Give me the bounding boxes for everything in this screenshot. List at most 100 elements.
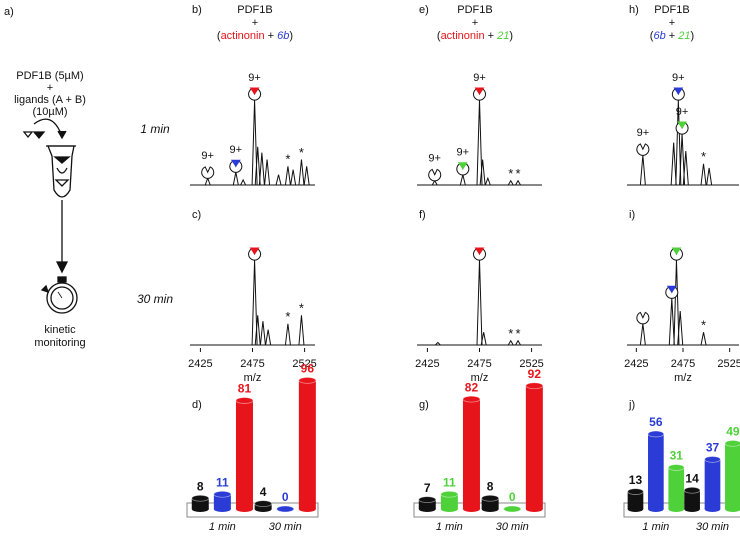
asterisk: * bbox=[285, 309, 290, 324]
bar-top bbox=[276, 505, 295, 513]
ligand-text: actinonin bbox=[221, 30, 265, 42]
bar bbox=[725, 443, 740, 509]
x-tick-label: 2525 bbox=[519, 358, 543, 370]
value-label: 0 bbox=[282, 490, 289, 504]
ligand-text: 21 bbox=[496, 30, 509, 42]
peak bbox=[484, 176, 491, 186]
peak bbox=[240, 178, 247, 186]
value-label: 81 bbox=[238, 382, 252, 396]
value-label: 82 bbox=[465, 380, 479, 394]
bar-top bbox=[298, 376, 317, 384]
ligand-pair: (6b + 21) bbox=[650, 30, 694, 42]
peak bbox=[265, 329, 272, 346]
ligand-marker bbox=[671, 247, 682, 255]
caption: monitoring bbox=[34, 337, 85, 349]
bar bbox=[481, 498, 499, 509]
peak bbox=[639, 323, 646, 346]
ligand-text: ( bbox=[217, 30, 221, 42]
bar bbox=[648, 433, 664, 509]
binding-icon bbox=[428, 168, 442, 182]
bar-bottom bbox=[525, 506, 543, 512]
x-tick-label: 2475 bbox=[240, 358, 264, 370]
ligand-text: actinonin bbox=[441, 30, 485, 42]
binding-icon bbox=[201, 166, 215, 179]
asterisk: * bbox=[508, 326, 513, 341]
asterisk: * bbox=[516, 166, 521, 181]
ligand-marker bbox=[457, 162, 468, 170]
panel-label: e) bbox=[419, 4, 429, 16]
panel-label: h) bbox=[629, 4, 639, 16]
ligand-pair: (actinonin + 21) bbox=[437, 30, 513, 42]
group-label: 30 min bbox=[269, 521, 302, 533]
peak bbox=[303, 166, 310, 186]
bar-top bbox=[683, 486, 701, 494]
charge-label: 9+ bbox=[248, 72, 261, 84]
charge-label: 9+ bbox=[672, 72, 685, 84]
value-label: 14 bbox=[685, 471, 699, 485]
ligand-marker bbox=[249, 247, 260, 255]
peak bbox=[259, 321, 266, 346]
peak bbox=[284, 166, 291, 186]
bar-bottom bbox=[213, 506, 231, 512]
bar-top bbox=[724, 439, 740, 447]
panel-label: a) bbox=[4, 6, 14, 18]
peak bbox=[682, 150, 689, 186]
peak bbox=[284, 323, 291, 346]
bar bbox=[462, 399, 480, 509]
peak bbox=[298, 315, 305, 346]
charge-label: 9+ bbox=[637, 127, 650, 139]
group-label: 30 min bbox=[696, 521, 729, 533]
bar-top bbox=[525, 382, 544, 390]
charge-label: 9+ bbox=[473, 72, 486, 84]
caption: kinetic bbox=[44, 324, 76, 336]
charge-label: 9+ bbox=[457, 147, 470, 159]
bar bbox=[191, 498, 209, 509]
ligand-marker bbox=[666, 285, 677, 294]
bar-top bbox=[418, 496, 437, 504]
peak bbox=[298, 159, 305, 186]
peak bbox=[479, 159, 486, 186]
bar-bottom bbox=[235, 506, 253, 512]
column-plus: + bbox=[472, 17, 478, 29]
asterisk: * bbox=[285, 152, 290, 167]
ligand-marker bbox=[474, 87, 485, 95]
panel-a-text: (10µM) bbox=[32, 106, 67, 118]
binding-icon bbox=[636, 143, 650, 156]
bar-bottom bbox=[704, 506, 721, 512]
value-label: 13 bbox=[629, 473, 643, 487]
bar bbox=[440, 494, 458, 509]
bar-top bbox=[235, 397, 254, 404]
panel-label: j) bbox=[628, 399, 635, 411]
x-tick-label: 2525 bbox=[717, 358, 740, 370]
panel-a-text: PDF1B (5µM) bbox=[16, 70, 83, 82]
bar-top bbox=[503, 505, 522, 513]
peak bbox=[706, 167, 713, 186]
group-label: 30 min bbox=[496, 521, 529, 533]
bar-top bbox=[704, 456, 721, 463]
ligand-marker bbox=[230, 159, 241, 168]
bar bbox=[298, 380, 316, 509]
group-label: 1 min bbox=[436, 521, 463, 533]
bar-bottom bbox=[191, 506, 209, 512]
bar-top bbox=[213, 490, 232, 498]
value-label: 8 bbox=[197, 479, 204, 493]
peak bbox=[254, 146, 261, 186]
peak bbox=[700, 332, 707, 346]
column-title: PDF1B bbox=[237, 4, 272, 16]
peak bbox=[507, 339, 514, 346]
bar-bottom bbox=[627, 506, 644, 512]
asterisk: * bbox=[701, 149, 706, 164]
value-label: 96 bbox=[301, 362, 315, 376]
ligand-text: 6b bbox=[277, 30, 289, 42]
bar-bottom bbox=[298, 506, 316, 512]
value-label: 11 bbox=[443, 475, 456, 489]
x-tick-label: 2425 bbox=[188, 358, 212, 370]
x-tick-label: 2475 bbox=[671, 358, 695, 370]
x-tick-label: 2425 bbox=[415, 358, 439, 370]
peak bbox=[434, 341, 441, 346]
x-tick-label: 2525 bbox=[292, 358, 316, 370]
bar bbox=[684, 490, 700, 509]
ligand-text: 21 bbox=[677, 30, 690, 42]
ligand-text: 6b bbox=[653, 30, 665, 42]
x-axis-label: m/z bbox=[674, 372, 692, 384]
